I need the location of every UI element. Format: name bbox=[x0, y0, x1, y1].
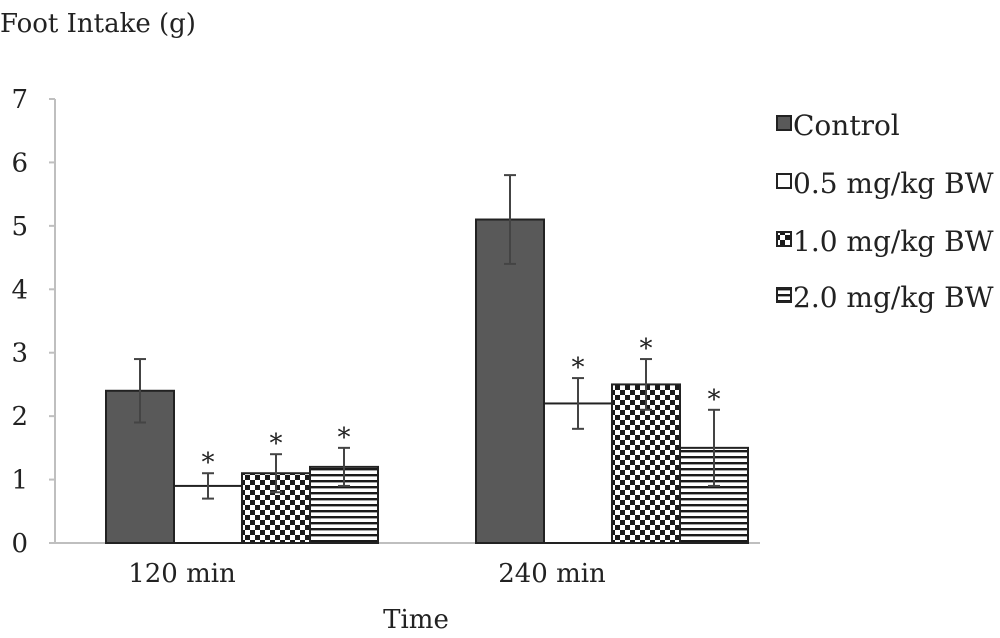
significance-marker: * bbox=[270, 429, 283, 459]
significance-marker: * bbox=[202, 448, 215, 478]
y-tick-label: 0 bbox=[11, 529, 28, 559]
legend-label: 1.0 mg/kg BW bbox=[793, 225, 994, 258]
legend-swatch bbox=[776, 115, 792, 131]
significance-marker: * bbox=[708, 385, 721, 415]
y-tick-label: 4 bbox=[11, 275, 28, 305]
x-tick-label: 120 min bbox=[128, 559, 236, 589]
legend-label: Control bbox=[793, 109, 900, 142]
bar bbox=[173, 484, 243, 544]
legend-swatch bbox=[776, 173, 792, 189]
y-tick-label: 2 bbox=[11, 402, 28, 432]
y-tick-label: 5 bbox=[11, 212, 28, 242]
legend-swatch bbox=[776, 231, 792, 247]
y-tick-label: 7 bbox=[11, 85, 28, 115]
bar bbox=[475, 218, 545, 544]
y-tick-label: 3 bbox=[11, 339, 28, 369]
x-axis-title: Time bbox=[383, 605, 449, 635]
significance-marker: * bbox=[572, 353, 585, 383]
legend-label: 2.0 mg/kg BW bbox=[793, 281, 994, 314]
bars: * * * 120 min * * * 240 min bbox=[105, 174, 749, 589]
legend-swatch bbox=[776, 287, 792, 303]
x-tick-label: 240 min bbox=[498, 559, 606, 589]
significance-marker: * bbox=[640, 334, 653, 364]
legend: Control 0.5 mg/kg BW 1.0 mg/kg BW 2.0 mg/kg… bbox=[776, 109, 994, 314]
y-axis-title: Foot Intake (g) bbox=[0, 9, 196, 39]
y-tick-label: 6 bbox=[11, 148, 28, 178]
bar bbox=[611, 383, 681, 544]
legend-label: 0.5 mg/kg BW bbox=[793, 167, 994, 200]
significance-marker: * bbox=[338, 423, 351, 453]
y-tick-label: 1 bbox=[11, 466, 28, 496]
